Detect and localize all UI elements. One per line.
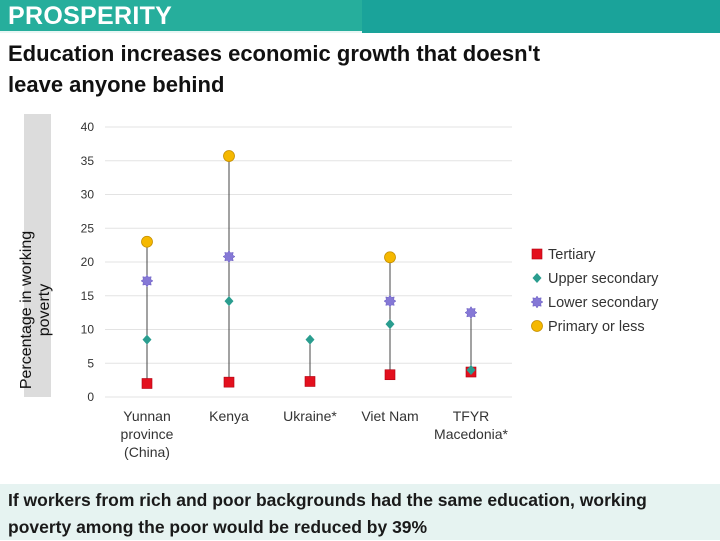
point-primary-or-less [384, 251, 396, 264]
point-lower-secondary [140, 274, 154, 288]
y-tick-label: 0 [87, 390, 94, 404]
point-upper-secondary [466, 365, 476, 375]
header-banner: PROSPERITY [0, 0, 720, 33]
y-tick-label: 5 [87, 356, 94, 370]
point-lower-secondary [222, 250, 236, 264]
legend-label: Primary or less [548, 319, 645, 335]
legend-marker [531, 320, 543, 332]
x-category-label: Kenya [209, 408, 249, 424]
x-category-label: Viet Nam [361, 408, 418, 424]
y-tick-label: 25 [81, 221, 95, 235]
x-category-label: TFYR Macedonia* [434, 408, 508, 442]
headline: Education increases economic growth that… [8, 41, 541, 97]
point-lower-secondary [464, 306, 478, 320]
chart: 0 5 10 15 20 25 30 35 40 Yunnan province (China) Ken… [81, 120, 660, 460]
legend-label: Upper secondary [548, 271, 659, 287]
x-category-label: Ukraine* [283, 408, 337, 424]
y-tick-label: 20 [81, 255, 95, 269]
y-tick-label: 30 [81, 188, 95, 202]
point-tertiary [223, 376, 235, 388]
y-tick-label: 35 [81, 154, 95, 168]
footer-text: If workers from rich and poor background… [8, 490, 647, 537]
y-tick-label: 10 [81, 323, 95, 337]
legend-marker [530, 295, 544, 309]
point-upper-secondary [224, 296, 234, 307]
point-primary-or-less [141, 235, 153, 248]
legend-marker [531, 248, 543, 260]
y-tick-label: 40 [81, 120, 95, 134]
point-upper-secondary [385, 319, 395, 330]
section-title: PROSPERITY [8, 2, 173, 30]
y-axis-label-background [24, 114, 51, 397]
legend-label: Tertiary [548, 247, 596, 263]
section-tag: PROSPERITY [0, 0, 362, 33]
point-primary-or-less [223, 150, 235, 162]
point-tertiary [304, 376, 316, 387]
point-upper-secondary [142, 334, 152, 345]
point-tertiary [141, 378, 153, 389]
legend-label: Lower secondary [548, 295, 659, 311]
footer-panel: If workers from rich and poor background… [0, 484, 720, 540]
y-tick-label: 15 [81, 289, 95, 303]
point-tertiary [384, 369, 396, 381]
legend-marker [532, 273, 542, 283]
point-upper-secondary [305, 334, 315, 345]
point-lower-secondary [383, 294, 397, 308]
x-category-label: Yunnan province (China) [121, 408, 174, 460]
